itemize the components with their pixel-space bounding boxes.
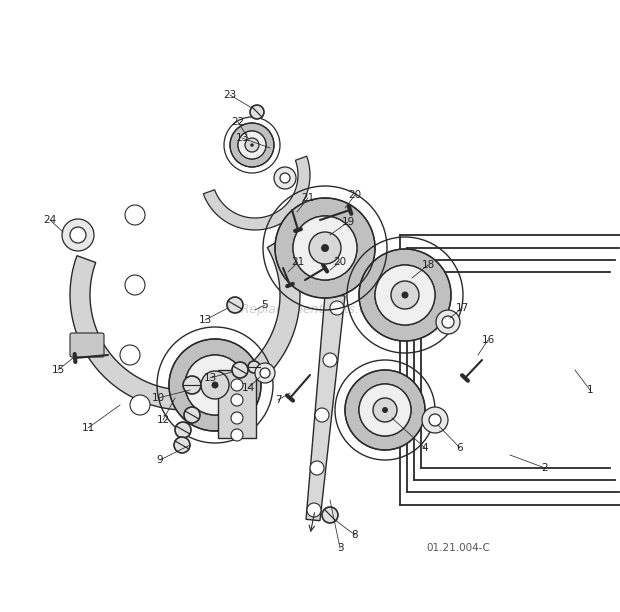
Circle shape [382, 407, 388, 413]
Circle shape [130, 395, 150, 415]
Circle shape [309, 232, 341, 264]
Circle shape [201, 371, 229, 399]
Circle shape [373, 398, 397, 422]
Circle shape [330, 301, 344, 315]
Text: 22: 22 [231, 117, 245, 127]
Circle shape [227, 297, 243, 313]
Polygon shape [306, 294, 345, 521]
Polygon shape [70, 237, 300, 410]
Circle shape [322, 507, 338, 523]
Polygon shape [203, 156, 310, 230]
Text: 13: 13 [236, 133, 249, 143]
Circle shape [375, 265, 435, 325]
Text: 13: 13 [203, 373, 216, 383]
Circle shape [275, 198, 375, 298]
Circle shape [70, 227, 86, 243]
Text: 24: 24 [43, 215, 56, 225]
Text: 1: 1 [587, 385, 593, 395]
Circle shape [174, 437, 190, 453]
Text: 19: 19 [342, 217, 355, 227]
Circle shape [345, 370, 425, 450]
Text: 13: 13 [198, 315, 211, 325]
Circle shape [231, 379, 243, 391]
Text: 16: 16 [481, 335, 495, 345]
Circle shape [436, 310, 460, 334]
Text: 01.21.004-C: 01.21.004-C [426, 543, 490, 553]
Text: 3: 3 [337, 543, 343, 553]
Circle shape [274, 167, 296, 189]
Circle shape [359, 249, 451, 341]
Circle shape [231, 412, 243, 424]
Circle shape [245, 138, 259, 152]
Circle shape [248, 361, 260, 373]
Text: 14: 14 [241, 383, 255, 393]
FancyBboxPatch shape [70, 333, 104, 357]
Circle shape [307, 503, 321, 517]
Text: 8: 8 [352, 530, 358, 540]
Circle shape [293, 216, 357, 280]
Text: 4: 4 [422, 443, 428, 453]
Circle shape [315, 408, 329, 422]
Text: 5: 5 [262, 300, 268, 310]
Circle shape [232, 362, 248, 378]
Text: 20: 20 [348, 190, 361, 200]
Circle shape [185, 355, 245, 415]
Text: eReplacementParts.com: eReplacementParts.com [234, 304, 386, 316]
Circle shape [402, 291, 409, 299]
Text: 10: 10 [151, 393, 164, 403]
Circle shape [183, 376, 201, 394]
Circle shape [238, 131, 266, 159]
Text: 2: 2 [542, 463, 548, 473]
Text: 7: 7 [275, 395, 281, 405]
Text: 21: 21 [291, 257, 304, 267]
Circle shape [62, 219, 94, 251]
Text: 21: 21 [301, 193, 314, 203]
Text: 12: 12 [156, 415, 170, 425]
Circle shape [260, 368, 270, 378]
Circle shape [230, 123, 274, 167]
Text: 9: 9 [157, 455, 163, 465]
Circle shape [120, 345, 140, 365]
Circle shape [250, 105, 264, 119]
Text: 17: 17 [455, 303, 469, 313]
Circle shape [310, 461, 324, 475]
Text: 23: 23 [223, 90, 237, 100]
Text: 15: 15 [51, 365, 64, 375]
FancyBboxPatch shape [218, 370, 256, 438]
Circle shape [184, 407, 200, 423]
Circle shape [125, 205, 145, 225]
Circle shape [211, 381, 218, 389]
Circle shape [231, 394, 243, 406]
Text: 11: 11 [81, 423, 95, 433]
Text: 6: 6 [457, 443, 463, 453]
Circle shape [429, 414, 441, 426]
Circle shape [422, 407, 448, 433]
Circle shape [175, 422, 191, 438]
Circle shape [231, 429, 243, 441]
Circle shape [125, 275, 145, 295]
Circle shape [255, 363, 275, 383]
Text: 20: 20 [334, 257, 347, 267]
Circle shape [323, 353, 337, 367]
Circle shape [442, 316, 454, 328]
Text: 18: 18 [422, 260, 435, 270]
Circle shape [280, 173, 290, 183]
Circle shape [321, 244, 329, 252]
Circle shape [250, 143, 254, 147]
Circle shape [359, 384, 411, 436]
Circle shape [169, 339, 261, 431]
Circle shape [391, 281, 419, 309]
